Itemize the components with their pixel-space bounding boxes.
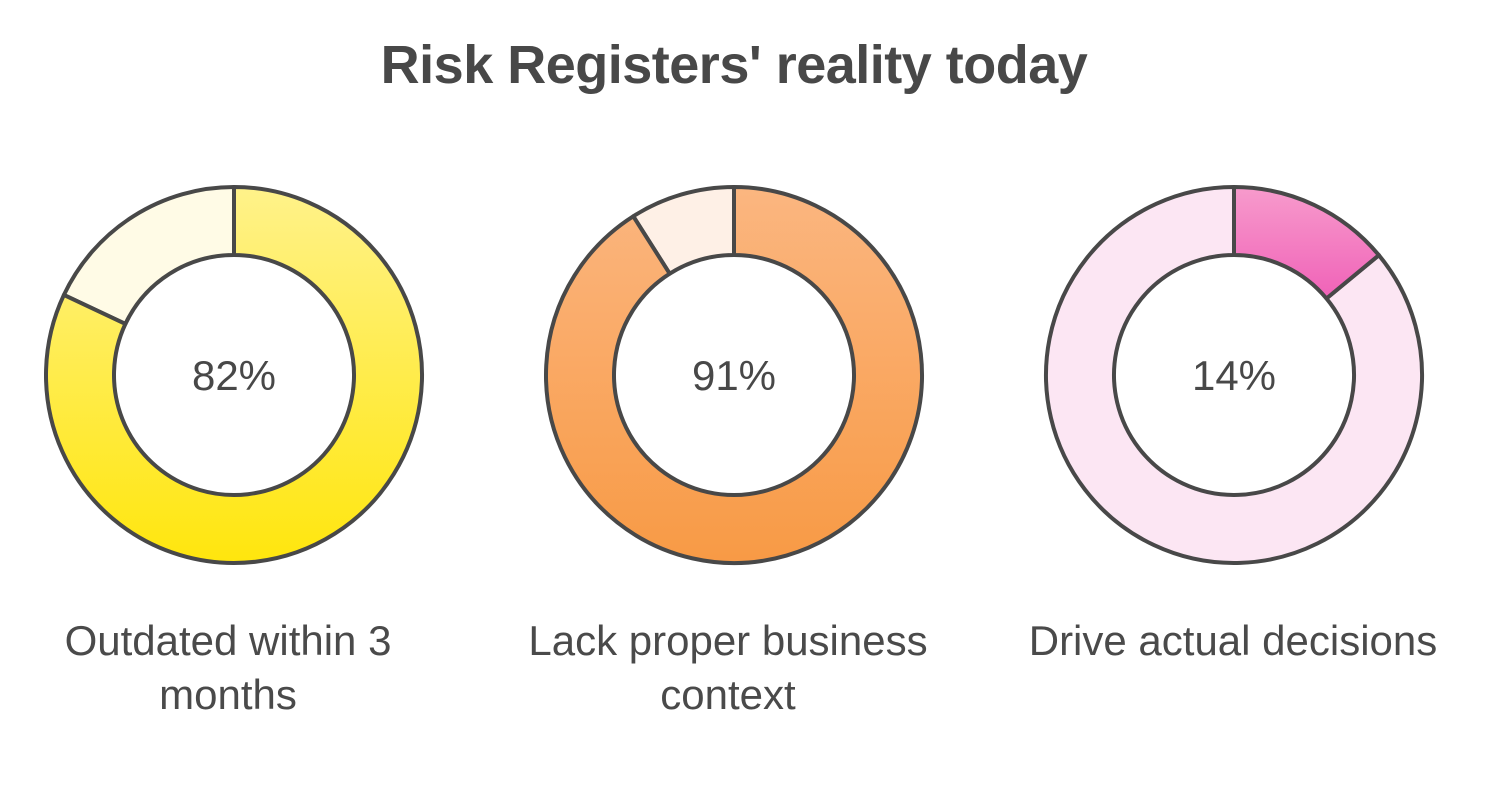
donut-value-label: 14% bbox=[1192, 352, 1276, 399]
donut-slice-value bbox=[44, 185, 424, 565]
chart-title: Risk Registers' reality today bbox=[380, 35, 1088, 95]
donut-outdated: 82% bbox=[44, 185, 424, 565]
donut-label-outdated: Outdated within 3 months bbox=[64, 617, 392, 718]
donut-slice-remainder bbox=[61, 185, 236, 326]
donut-value-label: 91% bbox=[692, 352, 776, 399]
donut-decisions: 14% bbox=[1044, 185, 1424, 565]
donut-context: 91% bbox=[544, 185, 924, 565]
donut-value-label: 82% bbox=[192, 352, 276, 399]
donut-label-context: Lack proper business context bbox=[528, 617, 928, 718]
donut-slice-remainder bbox=[1044, 185, 1424, 565]
donut-label-decisions: Drive actual decisions bbox=[1028, 617, 1438, 664]
donut-slice-value bbox=[544, 185, 924, 565]
donut-slice-value bbox=[1232, 185, 1381, 301]
